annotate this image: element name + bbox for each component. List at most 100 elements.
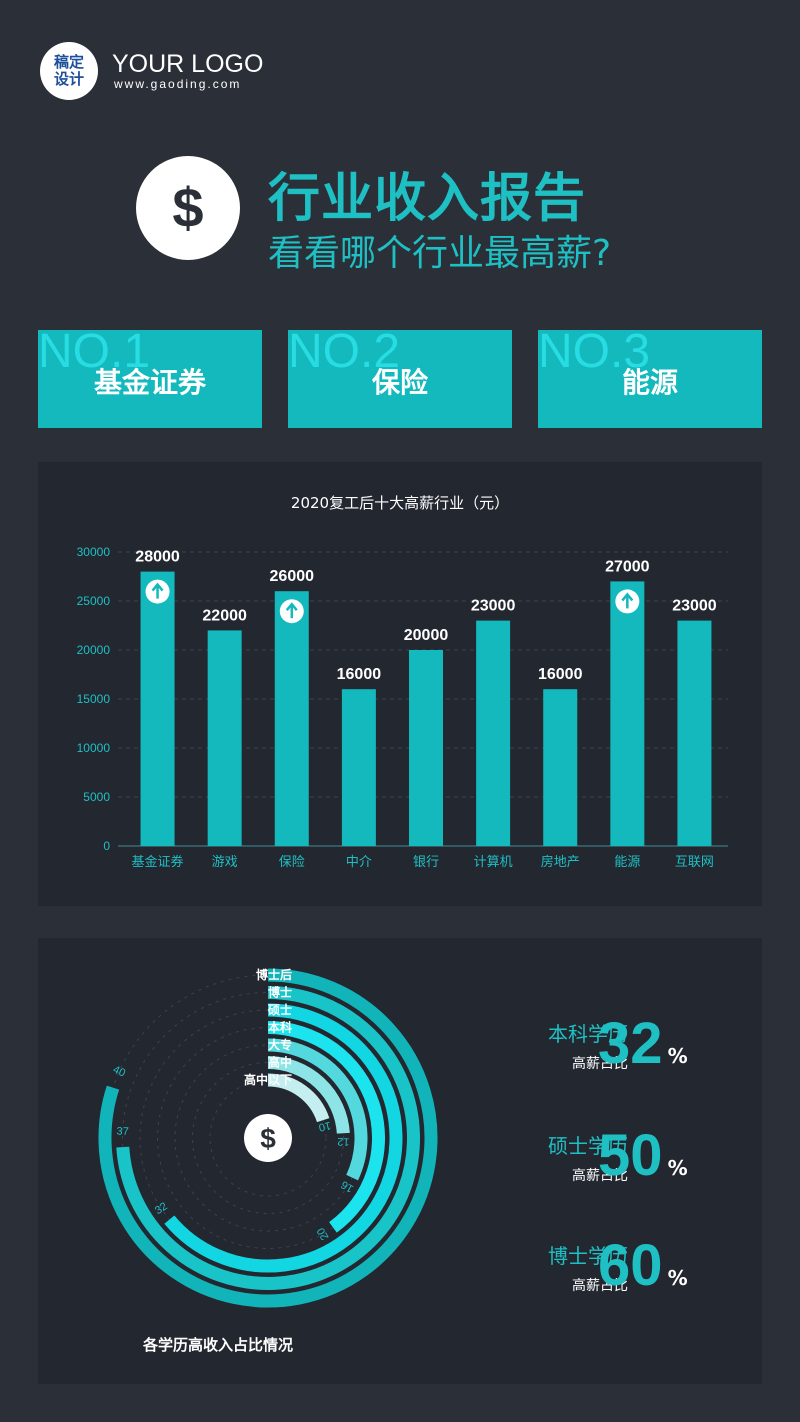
x-tick-label: 游戏 xyxy=(212,855,238,870)
stat-unit: % xyxy=(667,1044,688,1068)
y-tick-label: 15000 xyxy=(77,692,111,706)
arrow-up-icon xyxy=(279,599,304,624)
radial-bar xyxy=(267,1073,330,1123)
x-tick-label: 房地产 xyxy=(541,854,580,870)
radial-chart-panel: 40 博士后 37 博士 32 硕士 20 本科 16 大专 12 高中 10 高中以下 $ 各学历高收入占比… xyxy=(38,938,762,1384)
data-label: 22000 xyxy=(202,607,247,624)
radial-bar xyxy=(116,986,420,1290)
radial-value-label: 20 xyxy=(315,1225,332,1242)
bar xyxy=(543,689,578,846)
arrow-up-icon xyxy=(145,579,170,604)
radial-category-label: 大专 xyxy=(268,1037,292,1052)
stat-unit: % xyxy=(667,1266,688,1290)
stat-label: 硕士学历 xyxy=(548,1134,628,1158)
radial-category-label: 硕士 xyxy=(268,1002,292,1017)
y-tick-label: 10000 xyxy=(77,741,111,755)
data-label: 20000 xyxy=(404,627,449,644)
radial-chart-title: 各学历高收入占比情况 xyxy=(142,1336,293,1354)
stat-doctor: 博士学历 高薪占比 xyxy=(468,1240,628,1295)
logo-badge-line2: 设计 xyxy=(53,70,84,88)
stat-value-bachelor: 32 % xyxy=(598,1010,688,1077)
data-label: 16000 xyxy=(538,666,583,683)
radial-value-label: 12 xyxy=(337,1135,350,1148)
bar xyxy=(610,581,645,846)
y-tick-label: 20000 xyxy=(77,643,111,657)
radial-value-label: 40 xyxy=(111,1064,127,1080)
arrow-up-icon xyxy=(615,589,640,614)
page-title: 行业收入报告 xyxy=(268,169,587,229)
stat-master: 硕士学历 高薪占比 xyxy=(468,1130,628,1185)
radial-bar xyxy=(164,1003,403,1273)
radial-value-label: 16 xyxy=(339,1178,356,1195)
bar xyxy=(341,689,376,846)
stat-percent: 60 xyxy=(598,1233,663,1298)
rank-number: NO.2 xyxy=(288,330,401,378)
x-tick-label: 保险 xyxy=(279,855,305,870)
radial-bar xyxy=(267,1038,368,1181)
bar xyxy=(409,650,443,846)
stat-percent: 32 xyxy=(598,1011,663,1076)
logo-badge-line1: 稿定 xyxy=(53,53,84,71)
x-tick-label: 基金证券 xyxy=(132,854,184,870)
x-tick-label: 能源 xyxy=(614,855,640,870)
data-label: 16000 xyxy=(337,666,382,683)
stat-percent: 50 xyxy=(598,1123,663,1188)
bar xyxy=(677,620,712,846)
dollar-icon: $ xyxy=(244,1114,292,1162)
x-tick-label: 银行 xyxy=(413,855,439,870)
x-tick-label: 中介 xyxy=(346,855,372,870)
radial-category-label: 本科 xyxy=(268,1020,292,1035)
rank-name: 保险 xyxy=(371,366,428,399)
rank-number: NO.1 xyxy=(38,330,151,378)
radial-bar xyxy=(267,1056,350,1134)
y-tick-label: 25000 xyxy=(77,594,111,608)
bar xyxy=(274,591,309,846)
radial-value-label: 10 xyxy=(318,1119,332,1133)
data-label: 26000 xyxy=(270,568,315,585)
y-tick-label: 5000 xyxy=(83,790,110,804)
stat-value-doctor: 60 % xyxy=(598,1232,688,1299)
radial-category-label: 博士 xyxy=(268,985,292,1000)
data-label: 27000 xyxy=(605,558,650,575)
radial-category-label: 高中 xyxy=(268,1055,292,1070)
rank-card-1: NO.1 基金证券 xyxy=(38,330,262,428)
data-label: 28000 xyxy=(135,549,180,566)
rank-card-3: NO.3 能源 xyxy=(538,330,762,428)
x-tick-label: 互联网 xyxy=(675,855,714,870)
radial-value-label: 37 xyxy=(116,1126,129,1139)
stat-sub: 高薪占比 xyxy=(572,1056,628,1072)
guide-circle xyxy=(192,1062,344,1214)
rank-card-2: NO.2 保险 xyxy=(288,330,512,428)
logo-text: YOUR LOGO xyxy=(112,50,264,78)
stat-label: 博士学历 xyxy=(548,1244,628,1268)
y-tick-label: 30000 xyxy=(77,545,111,559)
radial-category-label: 高中以下 xyxy=(244,1072,292,1087)
x-tick-label: 计算机 xyxy=(474,855,513,870)
stat-sub: 高薪占比 xyxy=(572,1278,628,1294)
stat-unit: % xyxy=(667,1156,688,1180)
bar-chart-panel: 2020复工后十大高薪行业（元） 0 5000 10000 15000 20000 2500… xyxy=(38,462,762,906)
svg-text:$: $ xyxy=(260,1123,276,1154)
radial-chart: 40 博士后 37 博士 32 硕士 20 本科 16 大专 12 高中 10 高中以下 $ 各学历高收入占比… xyxy=(98,967,438,1354)
rank-name: 能源 xyxy=(621,366,678,399)
rank-number: NO.3 xyxy=(538,330,651,378)
stat-sub: 高薪占比 xyxy=(572,1168,628,1184)
logo-url: www.gaoding.com xyxy=(114,77,242,91)
bar xyxy=(140,571,175,846)
data-label: 23000 xyxy=(471,598,516,615)
bar-chart: 2020复工后十大高薪行业（元） 0 5000 10000 15000 20000 2500… xyxy=(77,494,728,870)
logo-badge: 稿定 设计 xyxy=(40,42,98,100)
data-label: 23000 xyxy=(672,598,717,615)
chart-title: 2020复工后十大高薪行业（元） xyxy=(291,494,509,512)
radial-category-label: 博士后 xyxy=(256,967,292,982)
rank-name: 基金证券 xyxy=(93,366,206,399)
radial-value-label: 32 xyxy=(153,1200,170,1217)
radial-bar xyxy=(98,968,438,1308)
stat-bachelor: 本科学历 高薪占比 xyxy=(468,1018,628,1073)
stat-label: 本科学历 xyxy=(548,1022,628,1046)
stat-value-master: 50 % xyxy=(598,1122,688,1189)
bar xyxy=(476,620,511,846)
bar xyxy=(207,630,242,846)
dollar-icon: $ xyxy=(136,156,240,260)
page-subtitle: 看看哪个行业最高薪? xyxy=(268,233,612,274)
